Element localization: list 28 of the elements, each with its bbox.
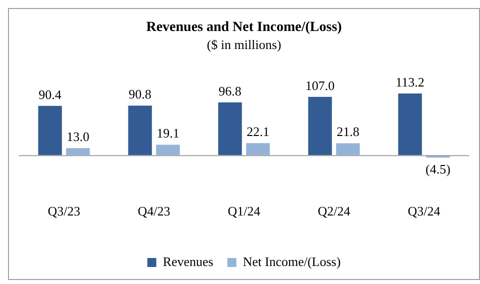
bar — [156, 144, 180, 156]
data-label: 22.1 — [246, 124, 270, 140]
data-label: 13.0 — [66, 128, 90, 144]
legend-label: Revenues — [162, 254, 214, 269]
bar — [128, 106, 152, 156]
bar — [398, 93, 422, 156]
x-tick-label: Q3/24 — [408, 204, 441, 219]
bar — [66, 148, 90, 156]
chart-subtitle: ($ in millions) — [206, 37, 282, 52]
bar — [38, 106, 62, 156]
chart-title: Revenues and Net Income/(Loss) — [146, 20, 342, 36]
x-tick-label: Q4/23 — [138, 204, 170, 219]
x-tick-label: Q2/24 — [318, 204, 351, 219]
data-label: 107.0 — [305, 78, 335, 93]
x-tick-label: Q1/24 — [228, 204, 261, 219]
data-label: 90.8 — [128, 86, 152, 102]
data-label: 21.8 — [336, 124, 360, 140]
bar — [218, 102, 242, 156]
data-label: 96.8 — [218, 83, 242, 98]
data-label: 90.4 — [38, 86, 62, 102]
bar — [246, 143, 270, 156]
data-label: (4.5) — [425, 162, 450, 177]
data-label: 19.1 — [156, 126, 180, 141]
legend-label: Net Income/(Loss) — [242, 254, 341, 269]
data-label: 113.2 — [396, 74, 424, 90]
bar — [308, 96, 332, 156]
x-tick-label: Q3/23 — [48, 204, 80, 219]
bar — [336, 143, 360, 156]
